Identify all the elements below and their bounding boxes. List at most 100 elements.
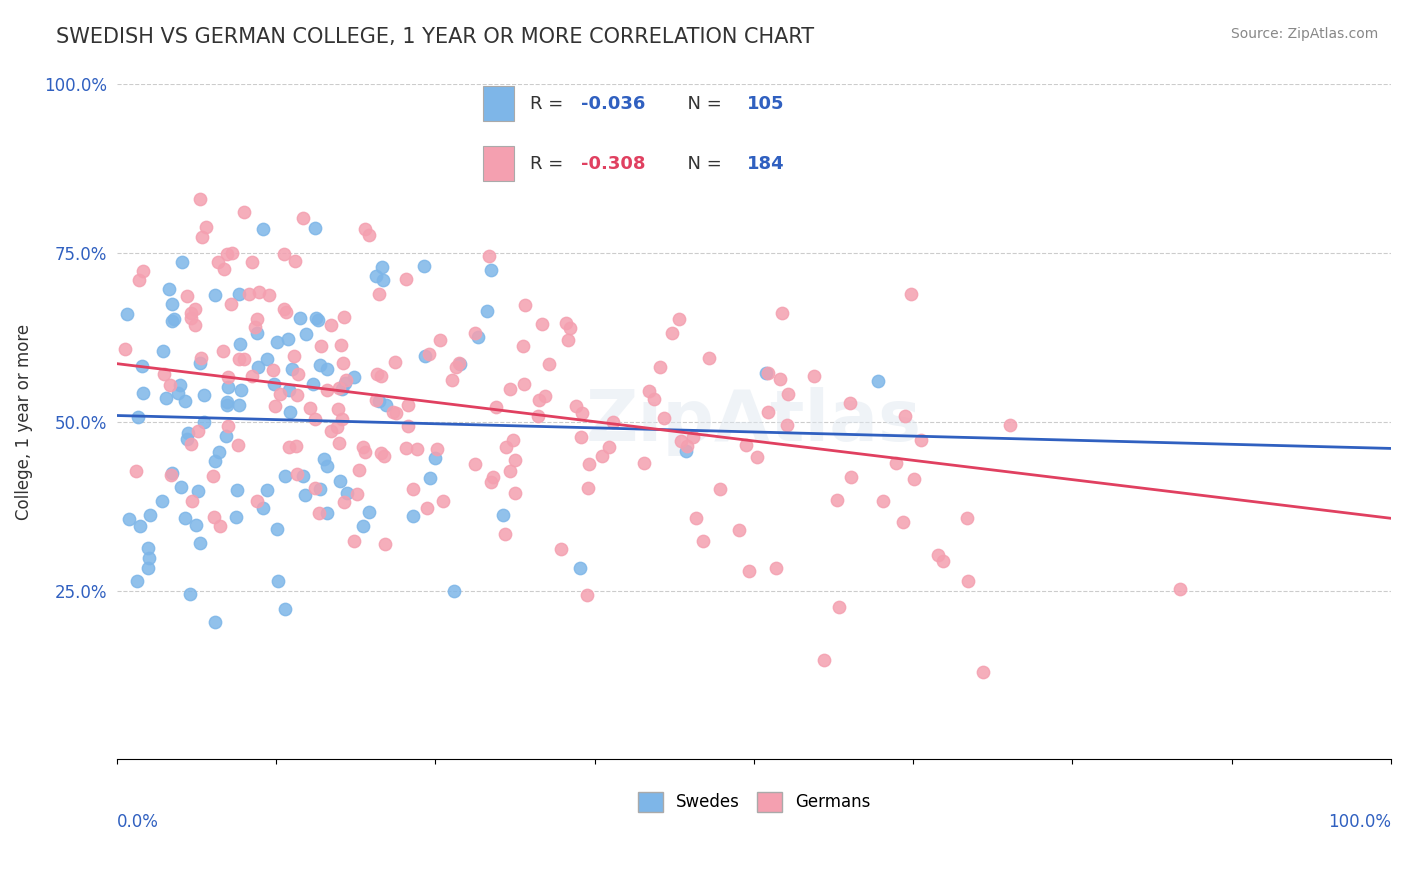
Germans bbox=[396, 398, 419, 412]
Swedes bbox=[138, 551, 160, 566]
Swedes bbox=[127, 410, 149, 425]
Swedes bbox=[193, 388, 215, 402]
Swedes bbox=[292, 468, 315, 483]
Swedes bbox=[367, 394, 389, 409]
Germans bbox=[479, 475, 502, 489]
Swedes bbox=[333, 376, 356, 390]
Germans bbox=[803, 369, 825, 384]
Germans bbox=[538, 357, 561, 371]
Germans bbox=[195, 220, 218, 235]
Germans bbox=[330, 411, 353, 425]
Germans bbox=[370, 369, 392, 384]
Germans bbox=[827, 600, 849, 615]
Swedes bbox=[330, 382, 353, 396]
Germans bbox=[191, 229, 214, 244]
Germans bbox=[246, 494, 269, 508]
Germans bbox=[770, 305, 793, 319]
Germans bbox=[125, 464, 148, 478]
Germans bbox=[910, 433, 932, 447]
Germans bbox=[426, 442, 449, 456]
Swedes bbox=[336, 485, 359, 500]
Legend: Swedes, Germans: Swedes, Germans bbox=[631, 785, 877, 819]
Germans bbox=[212, 262, 235, 277]
Swedes bbox=[184, 518, 207, 533]
Germans bbox=[998, 417, 1021, 432]
Germans bbox=[728, 524, 751, 538]
Swedes bbox=[343, 369, 366, 384]
Germans bbox=[180, 306, 202, 320]
Germans bbox=[184, 301, 207, 316]
Germans bbox=[333, 310, 356, 324]
Text: R =: R = bbox=[530, 155, 569, 173]
Swedes bbox=[136, 561, 159, 575]
Swedes bbox=[308, 358, 330, 372]
Germans bbox=[446, 360, 468, 375]
Germans bbox=[825, 492, 848, 507]
Germans bbox=[262, 363, 284, 377]
Swedes bbox=[467, 330, 489, 344]
Germans bbox=[292, 211, 315, 225]
Germans bbox=[697, 351, 720, 366]
Swedes bbox=[252, 500, 274, 515]
Germans bbox=[176, 289, 198, 303]
Germans bbox=[765, 561, 787, 575]
Germans bbox=[449, 356, 471, 370]
Germans bbox=[153, 367, 176, 381]
Germans bbox=[187, 425, 209, 439]
Germans bbox=[114, 342, 136, 356]
Germans bbox=[415, 501, 437, 516]
Swedes bbox=[314, 451, 336, 466]
Swedes bbox=[316, 458, 339, 473]
Text: -0.036: -0.036 bbox=[581, 95, 645, 112]
Germans bbox=[441, 373, 464, 387]
Germans bbox=[512, 376, 534, 391]
Swedes bbox=[188, 356, 211, 370]
Germans bbox=[374, 537, 396, 551]
Swedes bbox=[423, 451, 446, 466]
Germans bbox=[212, 343, 235, 358]
Germans bbox=[682, 430, 704, 444]
Germans bbox=[576, 481, 599, 495]
Swedes bbox=[152, 344, 174, 359]
Germans bbox=[652, 411, 675, 425]
Swedes bbox=[131, 386, 153, 401]
Germans bbox=[285, 439, 308, 453]
Germans bbox=[578, 457, 600, 471]
FancyBboxPatch shape bbox=[482, 87, 515, 121]
Swedes bbox=[228, 286, 250, 301]
Germans bbox=[685, 510, 707, 524]
Germans bbox=[735, 438, 758, 452]
Swedes bbox=[569, 561, 592, 575]
Swedes bbox=[204, 615, 226, 629]
Germans bbox=[370, 446, 392, 460]
Swedes bbox=[160, 466, 183, 480]
Germans bbox=[276, 305, 298, 319]
Germans bbox=[932, 554, 955, 568]
Germans bbox=[180, 310, 202, 325]
Germans bbox=[357, 227, 380, 242]
Germans bbox=[633, 456, 655, 470]
Germans bbox=[571, 406, 593, 420]
Germans bbox=[373, 449, 395, 463]
Germans bbox=[395, 272, 418, 286]
Germans bbox=[233, 205, 256, 219]
Germans bbox=[304, 481, 326, 495]
Germans bbox=[709, 483, 731, 497]
Swedes bbox=[263, 377, 285, 392]
Swedes bbox=[274, 468, 297, 483]
Germans bbox=[221, 297, 243, 311]
Germans bbox=[240, 368, 263, 383]
Swedes bbox=[162, 314, 184, 328]
Germans bbox=[395, 441, 418, 455]
Swedes bbox=[217, 380, 239, 394]
Swedes bbox=[157, 282, 180, 296]
Germans bbox=[264, 400, 287, 414]
Swedes bbox=[413, 259, 436, 273]
Germans bbox=[669, 434, 692, 449]
Germans bbox=[202, 509, 225, 524]
Germans bbox=[900, 286, 922, 301]
Swedes bbox=[316, 362, 339, 376]
Swedes bbox=[273, 602, 295, 616]
Swedes bbox=[174, 394, 197, 409]
Germans bbox=[283, 349, 305, 363]
